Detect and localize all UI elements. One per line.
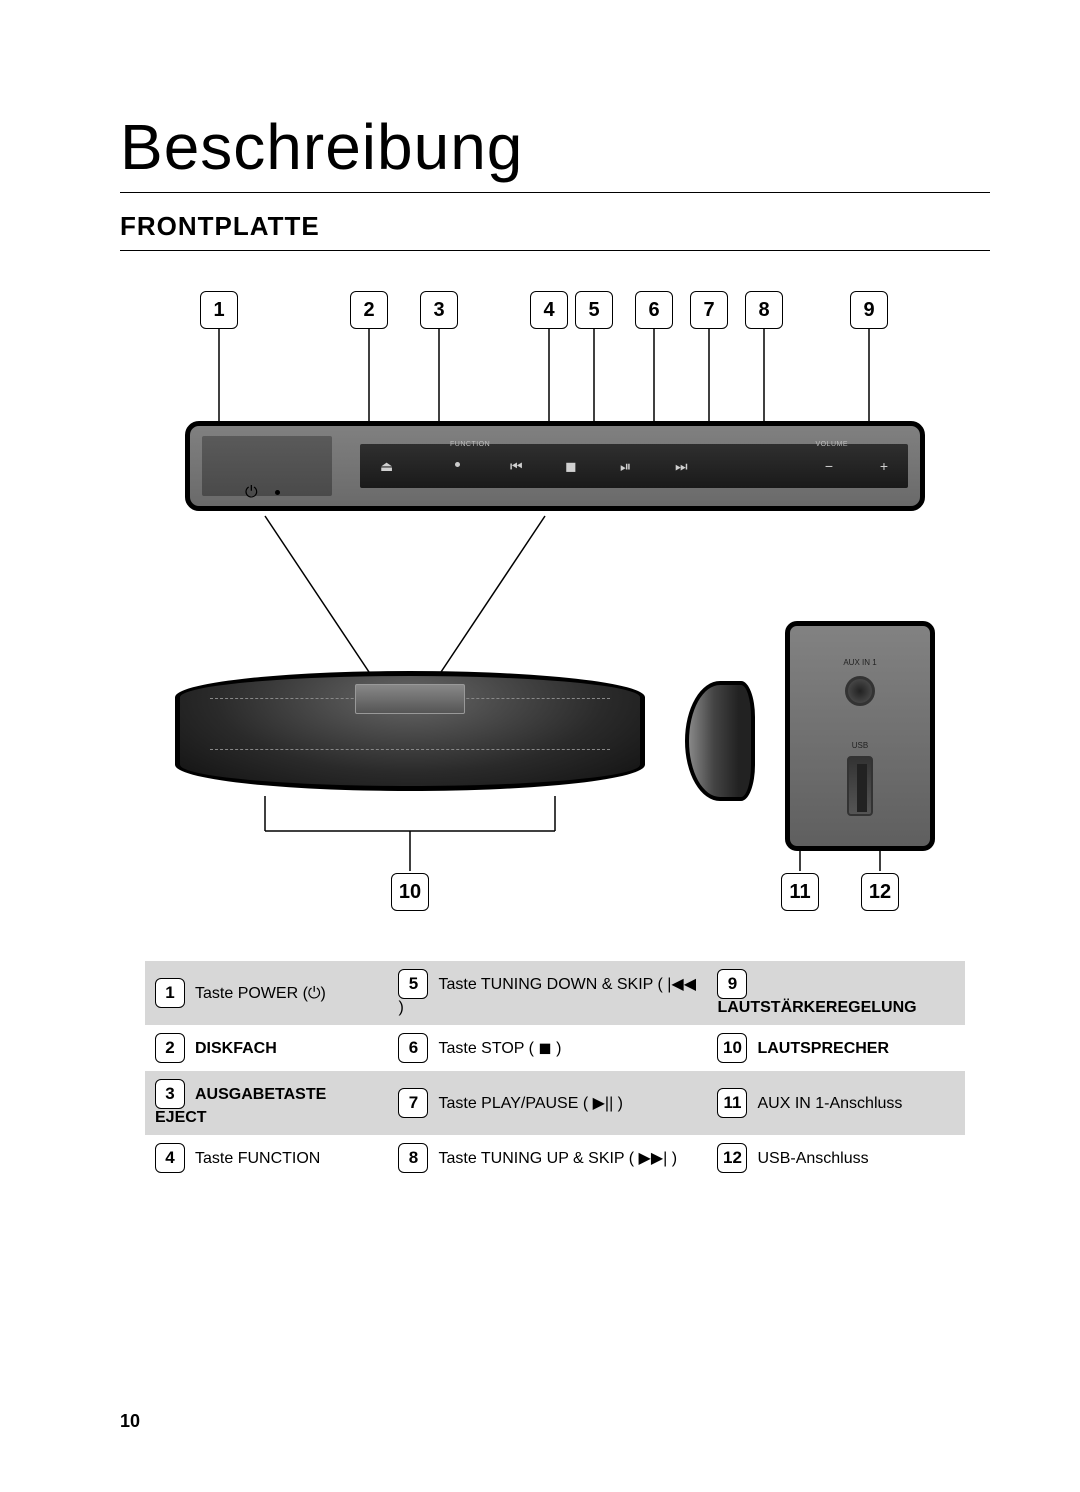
legend-text: LAUTSPRECHER xyxy=(757,1040,889,1057)
legend-num: 6 xyxy=(398,1033,428,1063)
front-panel-diagram: 1 2 3 4 5 6 7 8 9 xyxy=(145,291,965,931)
callout-9: 9 xyxy=(850,291,888,329)
callout-12: 12 xyxy=(861,873,899,911)
vol-plus-icon: + xyxy=(880,458,888,474)
eject-icon: ⏏ xyxy=(380,458,393,475)
callout-10: 10 xyxy=(391,873,429,911)
callout-5: 5 xyxy=(575,291,613,329)
stop-icon: ◼ xyxy=(565,458,577,475)
vol-minus-icon: − xyxy=(825,458,833,474)
legend-num: 9 xyxy=(717,969,747,999)
callout-8: 8 xyxy=(745,291,783,329)
disc-slot xyxy=(202,436,332,496)
soundbar-wrap xyxy=(175,661,645,821)
title-rule: Beschreibung xyxy=(120,110,990,193)
aux-label: AUX IN 1 xyxy=(790,658,930,667)
callout-1: 1 xyxy=(200,291,238,329)
legend-text: USB-Anschluss xyxy=(757,1150,868,1167)
power-icon: ⏻ xyxy=(245,484,258,502)
skip-back-icon: ⏮ xyxy=(510,458,523,475)
usb-label: USB xyxy=(790,741,930,750)
legend-num: 12 xyxy=(717,1143,747,1173)
legend-text: Taste PLAY/PAUSE ( ▶|| ) xyxy=(438,1095,623,1112)
legend-num: 11 xyxy=(717,1088,747,1118)
function-label: FUNCTION xyxy=(450,441,490,448)
aux-jack-icon xyxy=(845,676,875,706)
legend-num: 3 xyxy=(155,1079,185,1109)
skip-fwd-icon: ⏭ xyxy=(675,458,688,475)
callout-2: 2 xyxy=(350,291,388,329)
side-panel: AUX IN 1 USB xyxy=(785,621,935,851)
section-heading: FRONTPLATTE xyxy=(120,211,990,251)
legend-num: 10 xyxy=(717,1033,747,1063)
legend-num: 5 xyxy=(398,969,428,999)
legend-text: Taste STOP ( ◼ ) xyxy=(438,1040,561,1057)
button-strip: FUNCTION VOLUME ⏏ ⏮ ◼ ⏯ ⏭ − + xyxy=(360,444,908,488)
callout-11: 11 xyxy=(781,873,819,911)
soundbar-end xyxy=(685,681,755,801)
page-number: 10 xyxy=(120,1411,140,1432)
legend-text: DISKFACH xyxy=(195,1040,277,1057)
legend-text: AUX IN 1-Anschluss xyxy=(757,1095,902,1112)
usb-port-icon xyxy=(847,756,873,816)
legend-text: Taste POWER (⏻) xyxy=(195,985,326,1002)
table-row: 2 DISKFACH 6 Taste STOP ( ◼ ) 10 LAUTSPRECH… xyxy=(145,1025,965,1071)
legend-num: 4 xyxy=(155,1143,185,1173)
table-row: 3AUSGABETASTE EJECT 7Taste PLAY/PAUSE ( … xyxy=(145,1071,965,1135)
table-row: 4 Taste FUNCTION 8 Taste TUNING UP & SKIP … xyxy=(145,1135,965,1181)
legend-table: 1 Taste POWER (⏻) 5Taste TUNING DOWN & SK… xyxy=(145,961,965,1181)
volume-label: VOLUME xyxy=(815,441,848,448)
legend-text: Taste TUNING DOWN & SKIP ( |◀◀ ) xyxy=(398,976,696,1016)
table-row: 1 Taste POWER (⏻) 5Taste TUNING DOWN & SK… xyxy=(145,961,965,1025)
legend-num: 1 xyxy=(155,978,185,1008)
page-title: Beschreibung xyxy=(120,110,990,184)
legend-num: 8 xyxy=(398,1143,428,1173)
indicator-dot xyxy=(275,490,280,495)
soundbar-center xyxy=(355,684,465,714)
callout-4: 4 xyxy=(530,291,568,329)
page: Beschreibung FRONTPLATTE 1 2 3 4 5 6 7 8… xyxy=(0,0,1080,1492)
legend-num: 7 xyxy=(398,1088,428,1118)
legend-text: LAUTSTÄRKEREGELUNG xyxy=(717,999,916,1016)
control-panel-top: ⏻ FUNCTION VOLUME ⏏ ⏮ ◼ ⏯ ⏭ − + xyxy=(185,421,925,511)
callout-3: 3 xyxy=(420,291,458,329)
callout-6: 6 xyxy=(635,291,673,329)
legend-num: 2 xyxy=(155,1033,185,1063)
legend-text: Taste FUNCTION xyxy=(195,1150,320,1167)
soundbar xyxy=(175,671,645,791)
side-panel-wrap: AUX IN 1 USB xyxy=(685,621,935,871)
callout-7: 7 xyxy=(690,291,728,329)
function-dot-icon xyxy=(455,462,460,467)
legend-text: Taste TUNING UP & SKIP ( ▶▶| ) xyxy=(438,1150,677,1167)
play-pause-icon: ⏯ xyxy=(620,458,631,475)
